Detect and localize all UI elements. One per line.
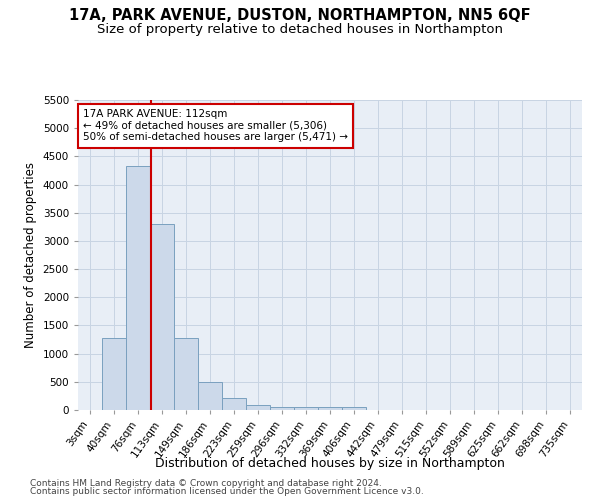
Text: Size of property relative to detached houses in Northampton: Size of property relative to detached ho… xyxy=(97,22,503,36)
Bar xyxy=(222,398,246,410)
Text: 17A, PARK AVENUE, DUSTON, NORTHAMPTON, NN5 6QF: 17A, PARK AVENUE, DUSTON, NORTHAMPTON, N… xyxy=(69,8,531,22)
Bar xyxy=(198,382,222,410)
Bar xyxy=(174,338,198,410)
Bar xyxy=(342,407,366,410)
Bar xyxy=(246,405,270,410)
Bar xyxy=(270,406,294,410)
Bar xyxy=(150,224,174,410)
Bar xyxy=(318,407,342,410)
Bar xyxy=(102,338,126,410)
Text: 17A PARK AVENUE: 112sqm
← 49% of detached houses are smaller (5,306)
50% of semi: 17A PARK AVENUE: 112sqm ← 49% of detache… xyxy=(83,110,348,142)
Text: Contains HM Land Registry data © Crown copyright and database right 2024.: Contains HM Land Registry data © Crown c… xyxy=(30,478,382,488)
Bar xyxy=(294,406,318,410)
Text: Contains public sector information licensed under the Open Government Licence v3: Contains public sector information licen… xyxy=(30,487,424,496)
Y-axis label: Number of detached properties: Number of detached properties xyxy=(24,162,37,348)
Bar xyxy=(126,166,150,410)
Text: Distribution of detached houses by size in Northampton: Distribution of detached houses by size … xyxy=(155,457,505,470)
